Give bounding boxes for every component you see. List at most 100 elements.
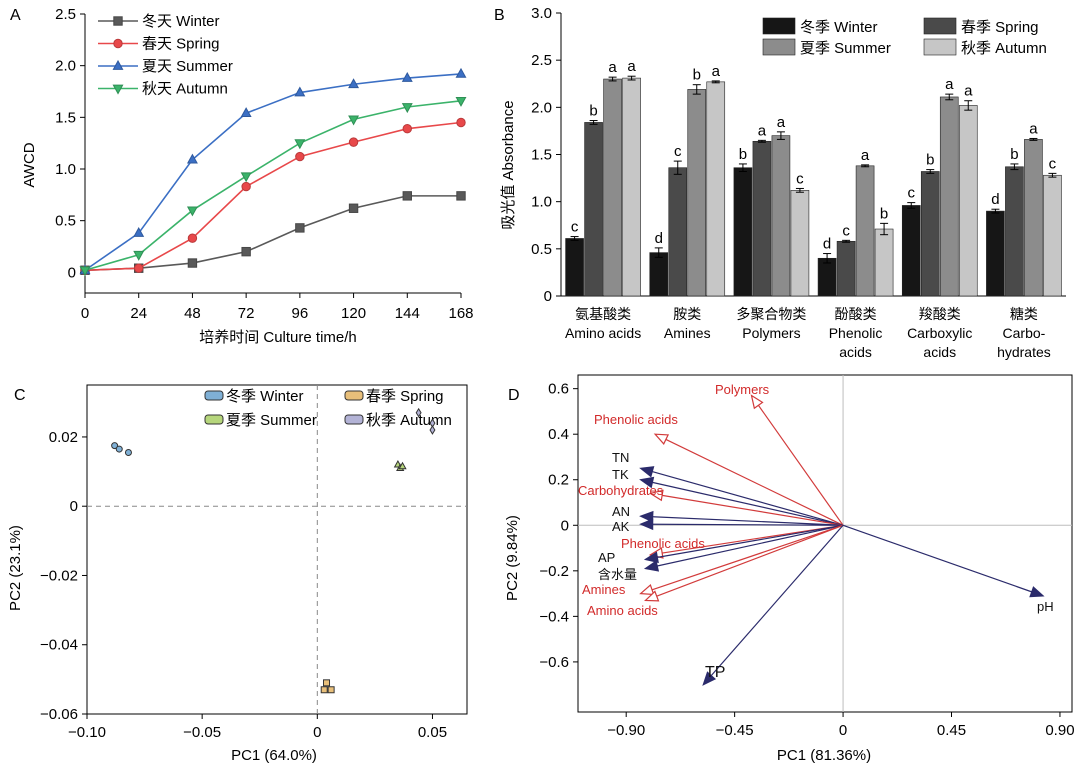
panel-d-vector-head [643,551,659,564]
panel-a-xtick-label: 72 [238,305,255,322]
panel-a-point [294,139,306,150]
panel-d-ytick-label: −0.4 [539,608,569,625]
panel-b-bar [986,210,1005,297]
panel-b-significance-letter: d [823,236,831,253]
panel-c-xtick-label: −0.05 [183,724,221,741]
panel-b-significance-letter: a [861,147,870,164]
panel-a-ytick-label: 2.0 [55,58,76,75]
panel-d-ytick-label: −0.2 [539,563,569,580]
panel-c-point [323,679,331,687]
panel-b-bar [668,167,688,297]
panel-b-category-label: hydrates [997,344,1051,360]
panel-a-legend-label: 冬天 Winter [142,13,220,30]
panel-c-frame [86,384,468,715]
panel-a-point [294,86,306,97]
panel-a-ytick-label: 1.0 [55,161,76,178]
panel-b-bar [1043,174,1062,297]
panel-a-point [348,78,360,89]
panel-a-ylabel: AWCD [21,142,38,187]
panel-b-significance-letter: d [991,191,999,208]
panel-b-category-label: 羧酸类 [919,306,961,322]
panel-d-vector [657,524,844,567]
panel-a-point [295,223,305,233]
panel-a-ytick-label: 0 [68,264,76,281]
panel-b-significance-letter: b [693,67,701,84]
panel-a-xtick-label: 24 [130,305,147,322]
panel-d-vector-label: TP [705,664,725,681]
panel-d-vector [652,523,844,526]
panel-b-category-label: 多聚合物类 [736,306,806,322]
panel-b-significance-letter: a [758,122,767,139]
panel-a-point [186,206,198,217]
panel-d-xtick-label: −0.90 [607,722,645,739]
panel-d-vector-label: TN [612,450,629,465]
panel-c-legend-label: 春季 Spring [366,388,444,405]
panel-a-point [455,67,467,78]
panel-a-legend-label: 春天 Spring [142,36,220,53]
panel-a-series-line [84,195,461,272]
panel-b-significance-letter: c [674,143,682,160]
panel-a-legend-marker [113,38,123,49]
panel-b-significance-letter: c [796,170,804,187]
panel-d-ylabel: PC2 (9.84%) [504,515,521,601]
panel-a-legend-marker [113,16,123,26]
panel-b-ytick-label: 3.0 [531,5,552,22]
panel-b-category-label: Amines [664,325,711,341]
panel-d-vector [652,516,844,526]
panel-b-bar [565,238,584,297]
panel-b-bar [687,89,707,297]
panel-d-vector-head [750,394,764,410]
panel-a-point [133,250,145,261]
panel-d-ytick-label: 0.2 [548,472,569,489]
panel-c-legend-swatch [204,414,224,425]
panel-b-ytick-label: 1.0 [531,194,552,211]
panel-d-vector-head [639,510,654,523]
panel-c-xtick-label: 0.05 [418,724,447,741]
panel-c-legend: 冬季 Winter 春季 Spring 夏季 Summer 秋季 Autumn [204,388,452,429]
panel-b-bar [584,122,603,297]
panel-d-ytick-label: 0.4 [548,426,569,443]
panel-a-point [402,191,412,201]
panel-d-vector-label: Phenolic acids [594,412,678,427]
panel-a-series-line [84,100,462,272]
panel-b-legend-label: 春季 Spring [961,19,1039,36]
panel-a-point [348,137,359,147]
panel-a-ytick-label: 0.5 [55,213,76,230]
panel-d-label: D [508,387,520,404]
panel-b-significance-letter: c [1049,155,1057,172]
panel-d-frame [577,374,1073,713]
panel-a-point [186,153,198,164]
panel-a-ytick-label: 2.5 [55,6,76,23]
panel-b-category-label: 酚酸类 [835,306,877,322]
panel-a-point [402,124,412,134]
panel-d-vector-label: AN [612,504,630,519]
panel-b-significance-letter: a [712,63,721,80]
panel-a-xtick-label: 144 [395,305,420,322]
panel-b-legend-label: 秋季 Autumn [961,40,1047,57]
panel-d-xtick-label: 0.45 [937,722,966,739]
panel-a-legend-label: 夏天 Summer [142,58,233,75]
panel-d-ytick-label: 0.6 [548,381,569,398]
panel-a-point [401,103,413,114]
panel-b-bar [706,81,726,297]
panel-b-bar [817,257,837,297]
panel-b-significance-letter: a [945,76,954,93]
panel-d-vector-label: pH [1037,599,1054,614]
panel-c-point [115,445,123,453]
panel-d-vector-head [653,433,670,446]
panel-c-legend-swatch [344,414,364,425]
panel-b-significance-letter: c [908,185,916,202]
panel-d-vector-label: Amines [582,582,626,597]
panel-c-point [124,449,132,457]
panel-c-ylabel: PC2 (23.1%) [7,525,24,611]
panel-c-ytick-label: −0.04 [40,637,78,654]
panel-a-point [455,96,467,107]
panel-a-legend-marker [112,59,124,70]
panel-a-point [187,233,198,243]
panel-d-xlabel: PC1 (81.36%) [777,747,871,764]
panel-b-significance-letter: d [655,230,663,247]
panel-d-vector [652,471,844,526]
panel-c-point [111,442,119,450]
panel-a-point [295,151,305,162]
panel-d-vector [710,524,844,677]
